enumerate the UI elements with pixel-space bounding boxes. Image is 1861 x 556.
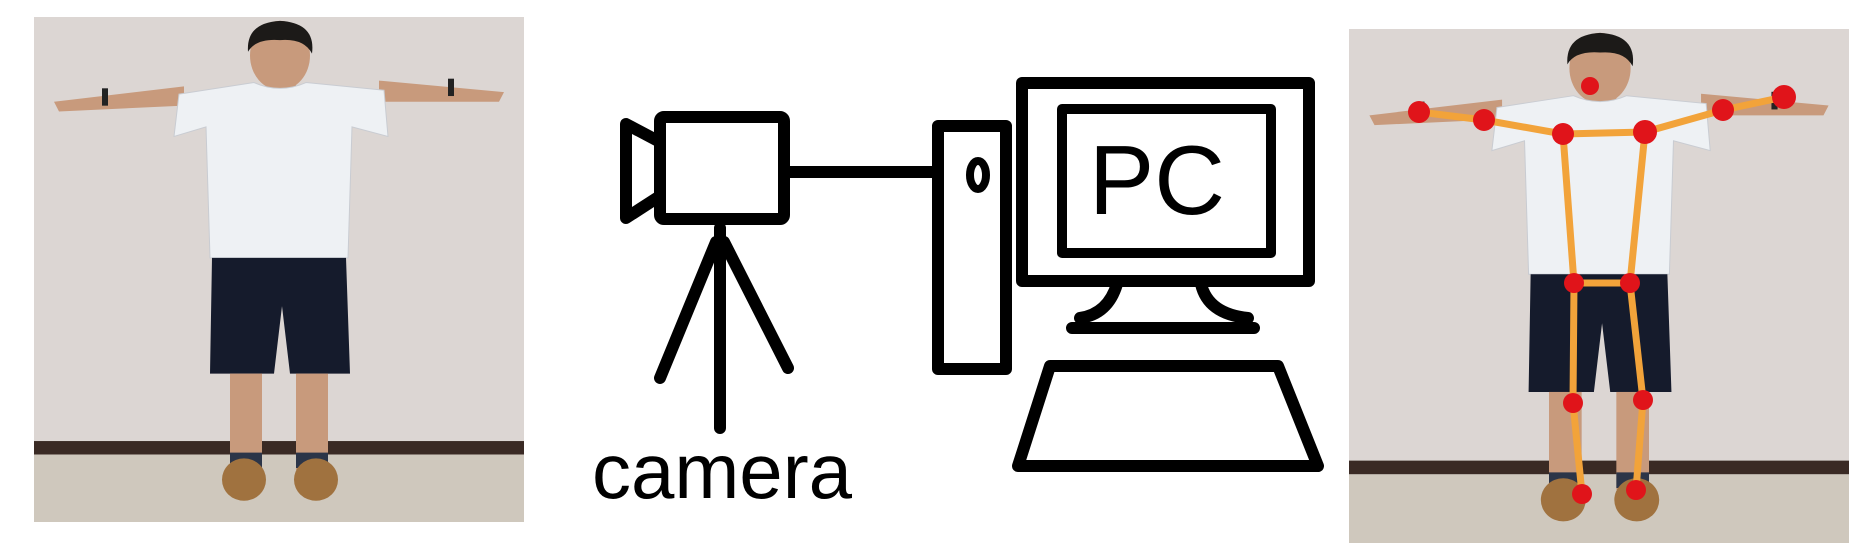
keypoint-nose: [1581, 77, 1599, 95]
keypoint-right-knee: [1563, 393, 1583, 413]
monitor-stand: [1066, 278, 1260, 334]
pc-label: PC: [1089, 125, 1225, 235]
keypoint-left-knee: [1633, 390, 1653, 410]
monitor-frame: [1016, 77, 1315, 287]
camera-lens: [620, 118, 666, 224]
keypoint-right-wrist: [1408, 101, 1430, 123]
keypoint-left-ankle: [1626, 480, 1646, 500]
monitor-screen: [1057, 104, 1276, 258]
tower-drive-slot: [966, 157, 990, 193]
keypoint-left-shoulder: [1633, 120, 1657, 144]
keypoint-right-ankle: [1572, 484, 1592, 504]
keypoint-right-shoulder: [1552, 123, 1574, 145]
pc-tower: [932, 120, 1012, 375]
keypoint-left-wrist: [1772, 85, 1796, 109]
camera-label: camera: [592, 427, 853, 515]
keypoint-right-elbow: [1473, 109, 1495, 131]
video-camera-on-tripod-icon: [620, 111, 794, 434]
camera-body: [654, 111, 790, 225]
keypoint-left-hip: [1620, 273, 1640, 293]
desktop-computer-icon: [932, 77, 1324, 472]
tripod-left-leg: [654, 236, 722, 384]
input-person-photo: [34, 17, 524, 522]
pose-estimation-output-photo: [1349, 29, 1849, 543]
tripod-right-leg: [718, 236, 794, 374]
skeleton-keypoints: [1408, 77, 1796, 504]
keypoint-left-elbow: [1712, 99, 1734, 121]
keyboard: [1012, 360, 1324, 472]
keypoint-right-hip: [1564, 273, 1584, 293]
